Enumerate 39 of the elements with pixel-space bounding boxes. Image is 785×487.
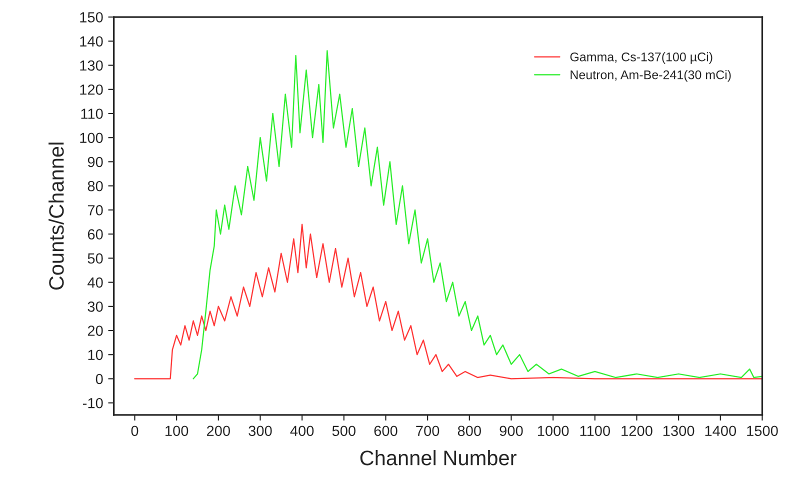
- x-tick-label: 1300: [663, 426, 694, 436]
- x-tick-label: 700: [416, 426, 440, 436]
- x-tick-label: 100: [166, 426, 188, 436]
- x-tick-label: 1000: [538, 426, 569, 436]
- y-tick-label: 70: [88, 205, 103, 216]
- y-tick-label: 50: [88, 253, 103, 264]
- legend-label: Neutron, Am-Be-241(30 mCi): [570, 70, 731, 82]
- x-tick-label: 200: [206, 426, 230, 436]
- y-tick-label: -10: [82, 398, 103, 408]
- y-tick-label: 140: [80, 36, 103, 47]
- y-tick-label: 30: [88, 302, 103, 312]
- y-tick-label: 60: [88, 229, 103, 240]
- y-tick-label: 150: [80, 12, 103, 22]
- legend-label: Gamma, Cs-137(100 µCi): [570, 52, 712, 64]
- y-tick-label: 0: [96, 374, 103, 384]
- line-series: [134, 224, 762, 380]
- y-tick-label: 80: [88, 180, 103, 192]
- y-tick-label: 100: [80, 132, 103, 144]
- x-tick-label: 1400: [705, 426, 736, 436]
- x-tick-label: 1100: [580, 426, 610, 436]
- y-tick-label: 90: [88, 156, 103, 168]
- x-tick-label: 400: [290, 426, 314, 436]
- x-tick-label: 600: [374, 426, 398, 436]
- y-tick-label: 20: [88, 326, 103, 336]
- line-series: [192, 50, 762, 380]
- y-tick-label: 40: [88, 277, 103, 288]
- y-tick-label: 130: [80, 60, 103, 71]
- y-tick-label: 110: [81, 108, 103, 119]
- x-tick-label: 500: [332, 426, 356, 436]
- y-axis-title: Counts/Channel: [48, 142, 64, 290]
- x-tick-label: 1200: [622, 426, 652, 436]
- x-tick-label: 900: [500, 426, 523, 436]
- y-tick-label: 120: [80, 84, 103, 95]
- x-tick-label: 300: [248, 426, 272, 436]
- x-tick-label: 800: [458, 426, 481, 436]
- y-tick-label: 10: [88, 350, 103, 360]
- x-tick-label: 1500: [747, 426, 778, 436]
- x-axis-title: Channel Number: [360, 450, 516, 466]
- x-tick-label: 0: [131, 426, 138, 436]
